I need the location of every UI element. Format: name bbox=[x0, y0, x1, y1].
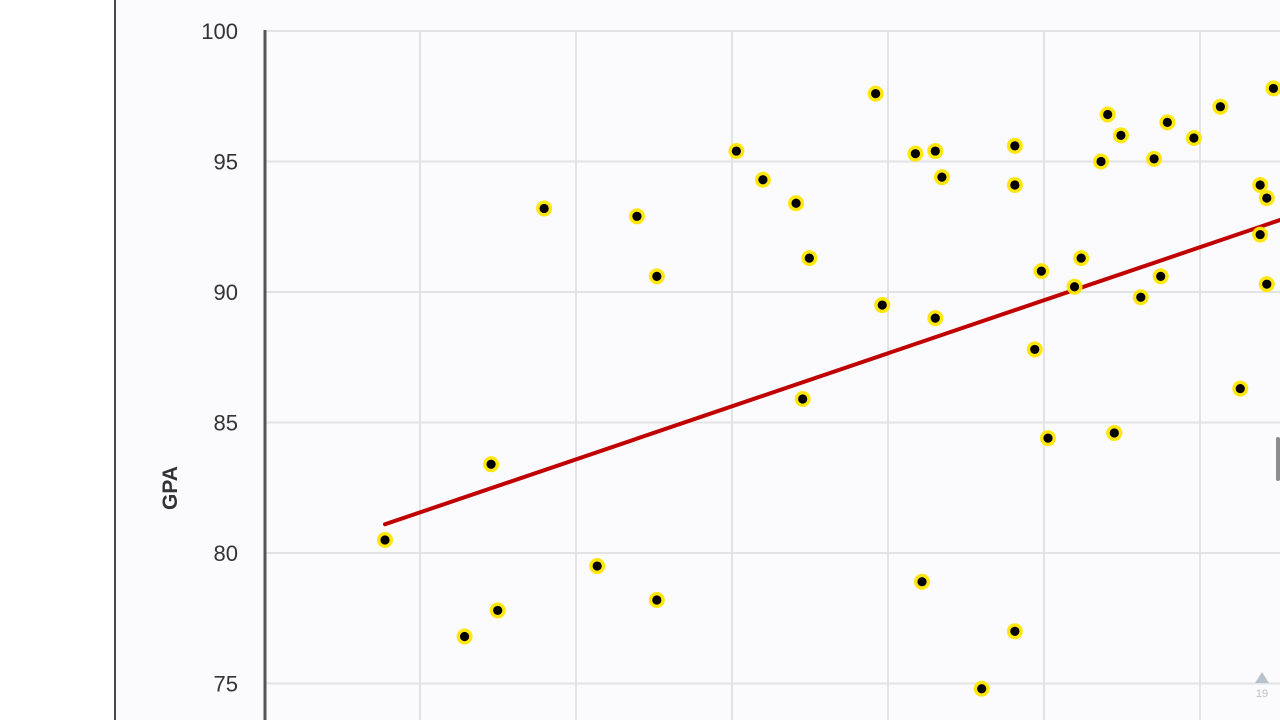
data-point bbox=[1066, 278, 1083, 295]
trendline bbox=[383, 217, 1280, 527]
data-point bbox=[973, 680, 990, 697]
data-point bbox=[927, 310, 944, 327]
data-point bbox=[1258, 276, 1275, 293]
data-point bbox=[1146, 150, 1163, 167]
data-point bbox=[1152, 268, 1169, 285]
data-point bbox=[377, 531, 393, 548]
data-point bbox=[648, 268, 665, 285]
data-point bbox=[1252, 176, 1269, 193]
y-tick-label: 90 bbox=[214, 280, 238, 305]
slide-navigation: 19 bbox=[1252, 672, 1272, 708]
data-point bbox=[536, 200, 553, 217]
data-point bbox=[456, 628, 473, 645]
data-point bbox=[1006, 137, 1023, 154]
data-point bbox=[754, 171, 771, 188]
data-point bbox=[1112, 127, 1129, 144]
data-point bbox=[1026, 341, 1043, 358]
data-point bbox=[933, 169, 950, 186]
data-point bbox=[1033, 263, 1050, 280]
data-point bbox=[788, 195, 805, 212]
data-point bbox=[907, 145, 924, 162]
data-point bbox=[1006, 623, 1023, 640]
page-number: 19 bbox=[1255, 688, 1269, 700]
data-point bbox=[1252, 226, 1269, 243]
left-margin bbox=[0, 0, 114, 720]
trendline-group bbox=[383, 217, 1280, 527]
y-tick-label: 95 bbox=[214, 150, 238, 175]
data-point bbox=[628, 208, 645, 225]
data-point bbox=[867, 85, 884, 102]
y-axis-label: GPA bbox=[159, 466, 182, 510]
data-point bbox=[728, 143, 745, 160]
data-point bbox=[801, 250, 818, 267]
left-border bbox=[114, 0, 116, 720]
y-tick-label: 80 bbox=[214, 541, 238, 566]
data-point bbox=[1093, 153, 1110, 170]
data-point bbox=[1073, 250, 1090, 267]
y-tick-label: 100 bbox=[201, 19, 238, 44]
scrollbar-thumb[interactable] bbox=[1276, 437, 1280, 481]
data-point bbox=[794, 391, 811, 408]
data-point bbox=[914, 573, 931, 590]
data-point bbox=[1099, 106, 1116, 123]
grid-lines bbox=[265, 30, 1280, 720]
data-point bbox=[927, 143, 944, 160]
triangle-up-icon[interactable] bbox=[1255, 672, 1269, 683]
data-point bbox=[1106, 424, 1123, 441]
y-tick-label: 85 bbox=[214, 411, 238, 436]
data-point bbox=[1232, 380, 1249, 397]
data-point bbox=[1185, 130, 1202, 147]
data-point bbox=[1265, 80, 1280, 97]
data-point bbox=[1212, 98, 1229, 115]
y-tick-labels: 100 95 90 85 80 75 bbox=[201, 19, 238, 697]
data-point bbox=[489, 602, 506, 619]
data-point bbox=[648, 591, 665, 608]
data-points bbox=[377, 80, 1280, 697]
data-point bbox=[589, 558, 606, 575]
data-point bbox=[1159, 114, 1176, 131]
data-point bbox=[1006, 176, 1023, 193]
data-point bbox=[1258, 190, 1275, 207]
data-point bbox=[1132, 289, 1149, 306]
y-tick-label: 75 bbox=[214, 672, 238, 697]
data-point bbox=[874, 297, 891, 314]
data-point bbox=[1040, 430, 1056, 447]
data-point bbox=[483, 456, 500, 473]
